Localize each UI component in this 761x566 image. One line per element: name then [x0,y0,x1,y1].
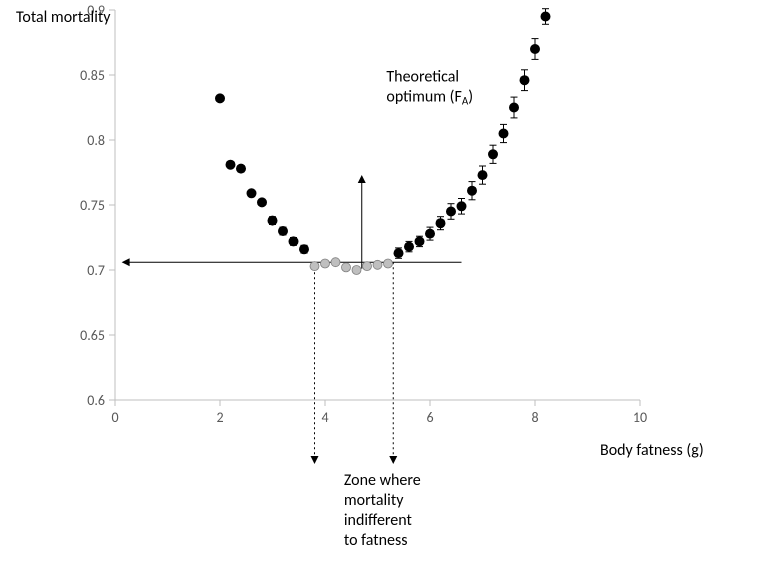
data-point-black [236,164,246,174]
data-point-black [289,236,299,246]
data-point-black [425,229,435,239]
zone-label-line: indifferent [344,511,413,530]
y-tick-label: 0.6 [87,392,105,409]
data-point-black [299,244,309,254]
x-tick-label: 8 [531,409,538,426]
data-point-black [404,242,414,252]
y-tick-label: 0.75 [80,197,105,214]
data-point-grey [310,262,319,271]
data-point-grey [384,259,393,268]
x-tick-label: 4 [321,409,328,426]
zone-label-line: mortality [344,491,404,510]
x-tick-label: 6 [426,409,433,426]
data-point-black [394,248,404,258]
zone-label-line: to fatness [344,531,408,550]
data-point-black [247,188,257,198]
x-tick-label: 10 [633,409,647,426]
data-point-black [530,44,540,54]
data-point-black [268,216,278,226]
data-point-black [499,129,509,139]
data-point-grey [373,260,382,269]
data-point-black [226,160,236,170]
x-tick-label: 0 [111,409,118,426]
y-axis-label: Total mortality [16,8,111,27]
data-point-black [509,103,519,113]
x-axis-label: Body fatness (g) [600,441,704,460]
y-tick-label: 0.65 [80,327,105,344]
data-point-black [278,226,288,236]
mortality-chart: 02468100.60.650.70.750.80.850.9Total mor… [0,0,761,566]
theoretical-label-line2: optimum (FA) [386,88,473,108]
y-tick-label: 0.8 [87,132,105,149]
data-point-grey [331,258,340,267]
data-point-grey [352,266,361,275]
data-point-black [488,149,498,159]
data-point-grey [321,259,330,268]
data-point-grey [363,262,372,271]
data-point-grey [342,263,351,272]
zone-label-line: Zone where [344,471,421,490]
data-point-black [436,218,446,228]
y-tick-label: 0.7 [87,262,105,279]
data-point-black [541,12,551,22]
data-point-black [257,197,267,207]
data-point-black [457,201,467,211]
x-tick-label: 2 [216,409,223,426]
data-point-black [215,93,225,103]
y-tick-label: 0.85 [80,67,105,84]
chart-container: 02468100.60.650.70.750.80.850.9Total mor… [0,0,761,566]
data-point-black [467,186,477,196]
data-point-black [446,207,456,217]
data-point-black [520,75,530,85]
data-point-black [478,170,488,180]
data-point-black [415,236,425,246]
theoretical-label-line1: Theoretical [386,68,459,87]
